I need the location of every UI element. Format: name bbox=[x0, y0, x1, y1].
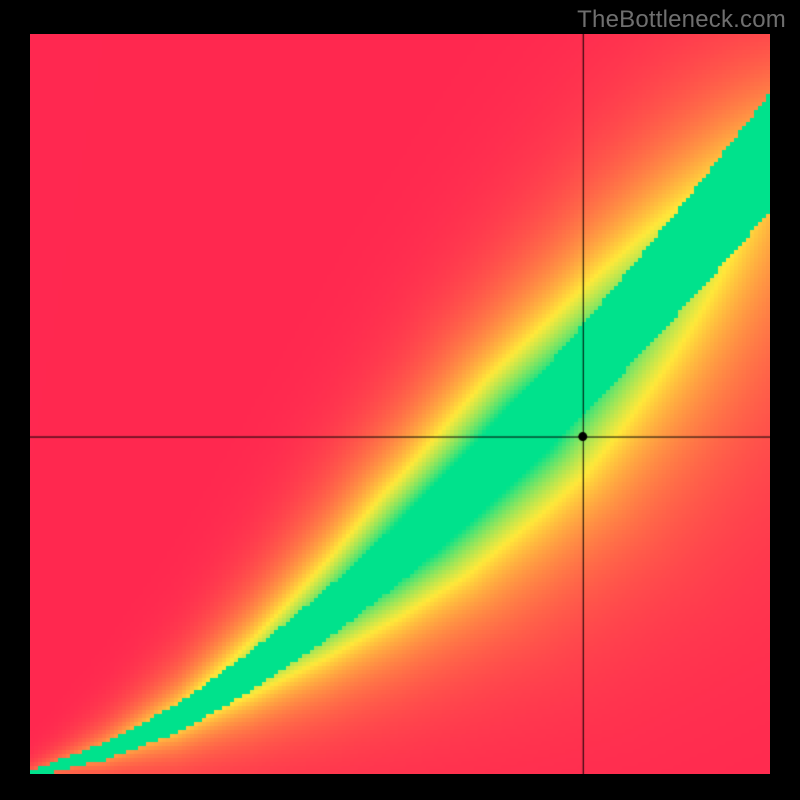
chart-frame: { "watermark": { "text": "TheBottleneck.… bbox=[0, 0, 800, 800]
watermark-text: TheBottleneck.com bbox=[577, 6, 786, 34]
bottleneck-heatmap bbox=[30, 34, 770, 774]
